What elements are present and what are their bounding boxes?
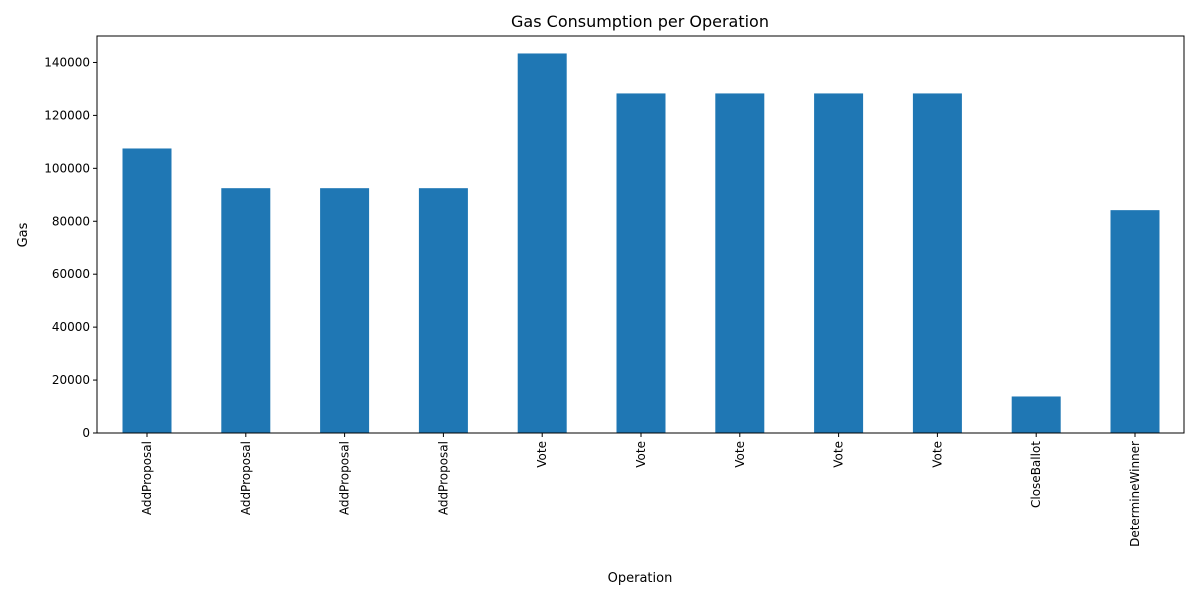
- bar-7: [814, 93, 864, 434]
- y-tick-label-3: 60000: [52, 267, 90, 281]
- x-ticks-group: AddProposal AddProposal AddProposal AddProp…: [140, 433, 1142, 547]
- bar-2: [320, 188, 370, 433]
- y-tick-label-2: 40000: [52, 320, 90, 334]
- y-axis-label: Gas: [16, 222, 31, 247]
- y-ticks-group: 0 20000 40000 60000 80000 100000 120000 140000: [44, 55, 97, 440]
- bar-5: [616, 93, 666, 434]
- x-tick-label-9: CloseBallot: [1029, 441, 1043, 508]
- y-tick-label-0: 0: [82, 426, 90, 440]
- x-tick-label-2: AddProposal: [338, 441, 352, 515]
- x-tick-label-6: Vote: [733, 441, 747, 468]
- bar-3: [418, 188, 468, 433]
- y-tick-label-1: 20000: [52, 373, 90, 387]
- y-tick-label-6: 120000: [44, 108, 90, 122]
- bar-4: [517, 53, 567, 433]
- bar-8: [912, 93, 962, 434]
- bar-9: [1011, 396, 1061, 433]
- x-tick-label-8: Vote: [930, 441, 944, 468]
- plot-frame: [96, 35, 1185, 434]
- x-tick-label-5: Vote: [634, 441, 648, 468]
- x-axis-label: Operation: [608, 571, 673, 586]
- x-tick-label-4: Vote: [535, 441, 549, 468]
- bar-6: [715, 93, 765, 434]
- x-tick-label-10: DetermineWinner: [1128, 441, 1142, 547]
- x-tick-label-7: Vote: [832, 441, 846, 468]
- bars-group: [122, 53, 1160, 434]
- x-tick-label-1: AddProposal: [239, 441, 253, 515]
- y-tick-label-7: 140000: [44, 55, 90, 69]
- bar-10: [1110, 210, 1160, 433]
- x-tick-label-3: AddProposal: [436, 441, 450, 515]
- y-tick-label-5: 100000: [44, 161, 90, 175]
- chart-title: Gas Consumption per Operation: [511, 12, 769, 31]
- x-tick-label-0: AddProposal: [140, 441, 154, 515]
- y-tick-label-4: 80000: [52, 214, 90, 228]
- bar-1: [221, 188, 271, 433]
- bar-0: [122, 148, 172, 434]
